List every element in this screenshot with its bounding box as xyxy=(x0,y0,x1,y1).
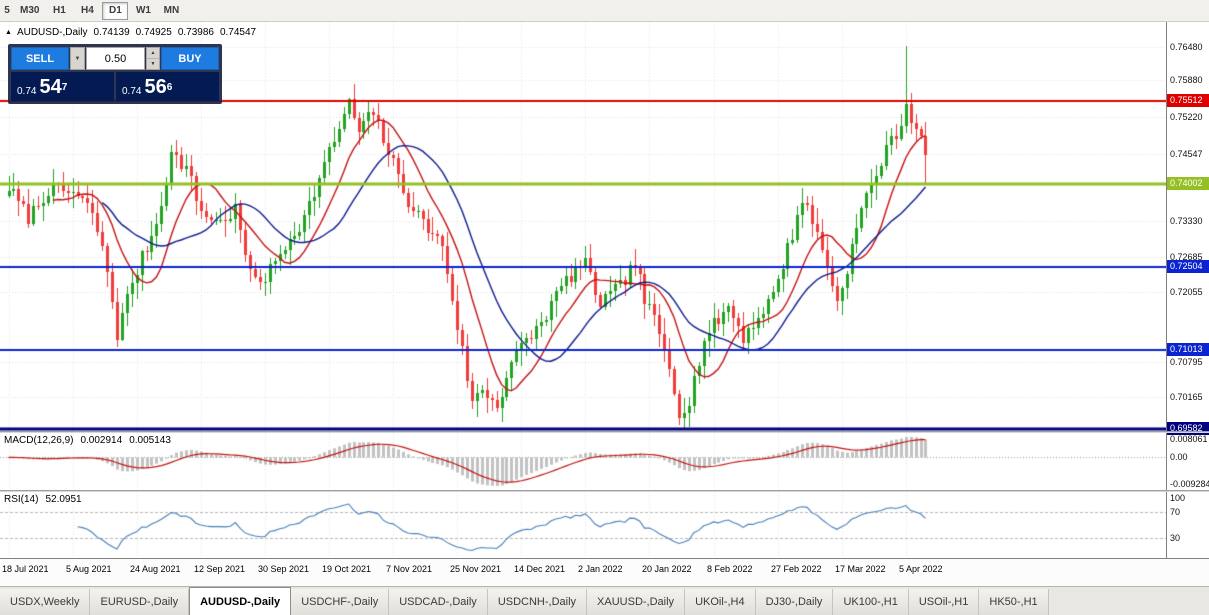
pane-separator-rsi[interactable] xyxy=(0,490,1209,492)
date-label: 24 Aug 2021 xyxy=(130,564,181,574)
low-value: 0.73986 xyxy=(177,27,214,38)
date-label: 8 Feb 2022 xyxy=(707,564,753,574)
time-axis[interactable]: 18 Jul 2021 5 Aug 2021 24 Aug 2021 12 Sep 2… xyxy=(0,558,1209,586)
date-label: 27 Feb 2022 xyxy=(771,564,822,574)
spin-up-icon[interactable]: ▲ xyxy=(147,48,159,59)
date-label: 5 Aug 2021 xyxy=(66,564,112,574)
price-badge-0.74002: 0.74002 xyxy=(1167,177,1209,190)
buy-price-sup: 6 xyxy=(166,82,173,93)
symbol-label: AUDUSD-,Daily xyxy=(16,27,88,38)
collapse-icon[interactable]: ▲ xyxy=(5,29,12,36)
date-label: 19 Oct 2021 xyxy=(322,564,372,574)
date-label: 2 Jan 2022 xyxy=(578,564,623,574)
tab-xauusd-daily[interactable]: XAUUSD-,Daily xyxy=(587,589,686,615)
date-label: 18 Jul 2021 xyxy=(2,564,49,574)
price-scale-tick: 0.70795 xyxy=(1170,357,1203,367)
timeframe-button-mn[interactable]: MN xyxy=(163,5,180,16)
macd-scale-label: 0.00 xyxy=(1170,452,1188,462)
macd-name: MACD(12,26,9) xyxy=(4,435,74,446)
price-scale-tick: 0.76480 xyxy=(1170,42,1203,52)
price-scale[interactable]: 0.76480 0.75880 0.75220 0.74547 0.73330 0.726… xyxy=(1166,22,1209,558)
rsi-scale-label: 70 xyxy=(1170,507,1181,517)
one-click-trading-panel: SELL ▼ ▲ ▼ BUY 0.74 54 7 0.74 56 6 xyxy=(8,44,222,104)
rsi-canvas[interactable] xyxy=(0,492,1166,558)
tab-usdcad-daily[interactable]: USDCAD-,Daily xyxy=(389,589,488,615)
spin-down-icon[interactable]: ▼ xyxy=(150,61,156,67)
date-label: 20 Jan 2022 xyxy=(642,564,692,574)
price-badge-0.72504: 0.72504 xyxy=(1167,260,1209,273)
price-scale-tick: 0.72055 xyxy=(1170,287,1203,297)
buy-price-big: 56 xyxy=(144,75,167,98)
trade-controls-row: SELL ▼ ▲ ▼ BUY xyxy=(11,47,219,70)
timeframe-toolbar: 5 M30 H1 H4 D1 W1 MN xyxy=(0,0,1209,22)
timeframe-button-w1[interactable]: W1 xyxy=(135,5,151,16)
tab-usdcnh-daily[interactable]: USDCNH-,Daily xyxy=(487,589,588,615)
price-scale-tick: 0.74547 xyxy=(1170,149,1203,159)
price-scale-tick: 0.73330 xyxy=(1170,216,1203,226)
timeframe-button-m30[interactable]: M30 xyxy=(20,5,40,16)
rsi-scale-label: 30 xyxy=(1170,533,1181,543)
price-scale-tick: 0.75220 xyxy=(1170,112,1203,122)
price-badge-0.71013: 0.71013 xyxy=(1167,343,1209,356)
date-label: 5 Apr 2022 xyxy=(899,564,943,574)
price-scale-tick: 0.75880 xyxy=(1170,75,1203,85)
rsi-value: 52.0951 xyxy=(45,494,82,505)
timeframe-button-h1[interactable]: H1 xyxy=(53,5,66,16)
chart-tab-bar: USDX,Weekly EURUSD-,Daily AUDUSD-,Daily USD… xyxy=(0,586,1209,615)
date-label: 7 Nov 2021 xyxy=(386,564,433,574)
price-scale-tick: 0.70165 xyxy=(1170,392,1203,402)
open-value: 0.74139 xyxy=(93,27,130,38)
macd-label: MACD(12,26,9) 0.002914 0.005143 xyxy=(4,435,171,446)
volume-dropdown-button[interactable]: ▼ xyxy=(70,47,85,70)
trade-prices-row: 0.74 54 7 0.74 56 6 xyxy=(11,72,219,101)
tab-usoil-h1[interactable]: USOil-,H1 xyxy=(908,589,980,615)
tab-hk50-h1[interactable]: HK50-,H1 xyxy=(979,589,1049,615)
date-label: 25 Nov 2021 xyxy=(450,564,502,574)
buy-button[interactable]: BUY xyxy=(161,47,219,70)
macd-signal-value: 0.005143 xyxy=(129,435,171,446)
timeframe-button-5[interactable]: 5 xyxy=(4,5,10,16)
tab-uk100-h1[interactable]: UK100-,H1 xyxy=(833,589,909,615)
macd-scale-label: -0.009284 xyxy=(1170,479,1209,489)
rsi-name: RSI(14) xyxy=(4,494,39,505)
tab-usdchf-daily[interactable]: USDCHF-,Daily xyxy=(291,589,390,615)
rsi-scale-label: 100 xyxy=(1170,493,1186,503)
timeframe-button-h4[interactable]: H4 xyxy=(81,5,94,16)
high-value: 0.74925 xyxy=(135,27,172,38)
rsi-label: RSI(14) 52.0951 xyxy=(4,494,82,505)
chart-ohlc-header: ▲ AUDUSD-,Daily 0.74139 0.74925 0.73986 … xyxy=(5,27,256,38)
sell-price-sup: 7 xyxy=(61,82,68,93)
date-label: 14 Dec 2021 xyxy=(514,564,566,574)
tab-usdx-weekly[interactable]: USDX,Weekly xyxy=(0,589,91,615)
sell-price[interactable]: 0.74 54 7 xyxy=(11,72,114,101)
tab-eurusd-daily[interactable]: EURUSD-,Daily xyxy=(90,589,190,615)
price-badge-0.75512: 0.75512 xyxy=(1167,94,1209,107)
macd-scale-label: 0.008061 xyxy=(1170,434,1208,444)
close-value: 0.74547 xyxy=(219,27,257,38)
sell-button[interactable]: SELL xyxy=(11,47,69,70)
buy-price[interactable]: 0.74 56 6 xyxy=(116,72,219,101)
tab-dj30-daily[interactable]: DJ30-,Daily xyxy=(755,589,834,615)
buy-price-prefix: 0.74 xyxy=(122,86,142,97)
date-label: 17 Mar 2022 xyxy=(835,564,886,574)
date-label: 12 Sep 2021 xyxy=(194,564,246,574)
volume-input[interactable] xyxy=(86,47,145,70)
macd-canvas[interactable] xyxy=(0,433,1166,490)
sell-price-big: 54 xyxy=(39,75,62,98)
tab-ukoil-h4[interactable]: UKOil-,H4 xyxy=(685,589,756,615)
tab-audusd-daily[interactable]: AUDUSD-,Daily xyxy=(189,587,292,615)
volume-spinner[interactable]: ▲ ▼ xyxy=(146,47,160,70)
sell-price-prefix: 0.74 xyxy=(17,86,37,97)
timeframe-button-d1[interactable]: D1 xyxy=(102,1,129,20)
macd-main-value: 0.002914 xyxy=(80,435,123,446)
pane-separator-macd[interactable] xyxy=(0,431,1209,433)
date-label: 30 Sep 2021 xyxy=(258,564,310,574)
price-scale-tick: 0.72685 xyxy=(1170,252,1203,262)
